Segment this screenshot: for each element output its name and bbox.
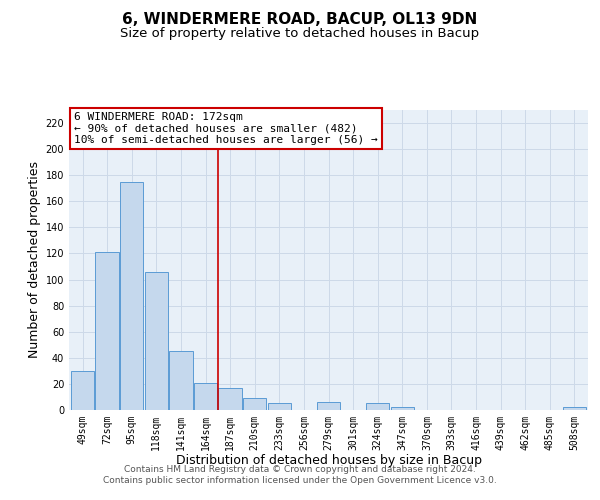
- X-axis label: Distribution of detached houses by size in Bacup: Distribution of detached houses by size …: [176, 454, 482, 468]
- Bar: [317, 402, 340, 410]
- Bar: [391, 408, 414, 410]
- Bar: [71, 371, 94, 410]
- Text: 6, WINDERMERE ROAD, BACUP, OL13 9DN: 6, WINDERMERE ROAD, BACUP, OL13 9DN: [122, 12, 478, 28]
- Bar: [145, 272, 168, 410]
- Bar: [366, 404, 389, 410]
- Bar: [243, 398, 266, 410]
- Text: 6 WINDERMERE ROAD: 172sqm
← 90% of detached houses are smaller (482)
10% of semi: 6 WINDERMERE ROAD: 172sqm ← 90% of detac…: [74, 112, 378, 144]
- Bar: [218, 388, 242, 410]
- Text: Contains HM Land Registry data © Crown copyright and database right 2024.: Contains HM Land Registry data © Crown c…: [124, 465, 476, 474]
- Bar: [120, 182, 143, 410]
- Bar: [194, 382, 217, 410]
- Bar: [95, 252, 119, 410]
- Y-axis label: Number of detached properties: Number of detached properties: [28, 162, 41, 358]
- Bar: [268, 404, 291, 410]
- Bar: [563, 408, 586, 410]
- Bar: [169, 352, 193, 410]
- Text: Size of property relative to detached houses in Bacup: Size of property relative to detached ho…: [121, 28, 479, 40]
- Text: Contains public sector information licensed under the Open Government Licence v3: Contains public sector information licen…: [103, 476, 497, 485]
